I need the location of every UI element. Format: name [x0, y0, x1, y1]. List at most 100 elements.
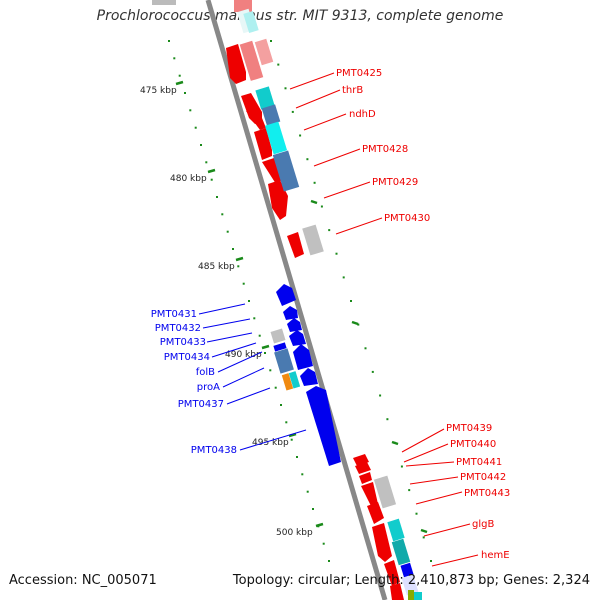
axis-tick-495: 495 kbp — [252, 432, 297, 448]
gene-arrow-reverse — [287, 318, 302, 332]
scale-dot — [253, 317, 256, 320]
axis-tick-480: 480 kbp — [170, 168, 216, 184]
inner-dotted-scale — [168, 40, 330, 562]
forward-leader-lines — [289, 72, 479, 567]
gene-label-forward: glgB — [472, 519, 494, 530]
scale-dot — [301, 473, 304, 476]
scale-dot — [168, 40, 170, 42]
gene-label-reverse: PMT0438 — [191, 445, 237, 456]
scale-dot — [258, 334, 261, 337]
scale-dot — [296, 456, 298, 458]
scale-dot — [221, 213, 224, 216]
gene-box — [400, 562, 414, 578]
scale-dot — [274, 386, 277, 389]
outer-tick — [351, 320, 359, 326]
gene-box — [234, 0, 252, 12]
scale-dot — [232, 248, 234, 250]
scale-dot — [184, 92, 186, 94]
scale-dot — [205, 161, 208, 164]
gene-box — [373, 475, 397, 509]
axis-label-490: 490 kbp — [225, 350, 262, 360]
scale-dot — [357, 323, 360, 326]
gene-label-reverse: PMT0432 — [155, 323, 201, 334]
outer-tick — [391, 440, 399, 446]
scale-dot — [313, 181, 316, 184]
scale-dot — [216, 196, 218, 198]
gene-arrow-forward — [390, 583, 404, 600]
gene-box — [401, 574, 419, 596]
gene-arrow-forward — [226, 44, 246, 84]
scale-dot — [430, 560, 432, 562]
gene-arrow-reverse — [306, 386, 341, 466]
gene-box — [270, 328, 286, 344]
gene-label-reverse: PMT0434 — [164, 352, 210, 363]
scale-dot — [291, 110, 294, 113]
gene-arrow-reverse — [289, 330, 306, 346]
gene-label-forward: ndhD — [349, 109, 376, 120]
scale-dot — [379, 394, 382, 397]
scale-dot — [386, 418, 389, 421]
outer-tick — [310, 199, 318, 205]
scale-dot — [415, 512, 418, 515]
scale-dot — [312, 508, 314, 510]
gene-label-forward: PMT0428 — [362, 144, 408, 155]
gene-label-forward: thrB — [342, 85, 363, 96]
scale-dot — [342, 276, 345, 279]
scale-dot — [237, 265, 240, 268]
gene-box — [274, 348, 294, 374]
axis-tick-490: 490 kbp — [225, 344, 270, 360]
scale-dot — [422, 536, 425, 539]
gene-arrow-forward — [384, 560, 400, 586]
axis-tick-475: 475 kbp — [140, 80, 184, 96]
scale-dot — [284, 87, 287, 90]
scale-dot — [226, 230, 229, 233]
scale-dot — [400, 465, 403, 468]
axis-tick-500: 500 kbp — [276, 522, 324, 538]
gene-label-forward: PMT0429 — [372, 177, 418, 188]
gene-arrow-reverse — [276, 284, 296, 306]
gene-box — [391, 538, 411, 566]
axis-label-485: 485 kbp — [198, 262, 235, 272]
axis-label-475: 475 kbp — [140, 86, 177, 96]
axis-label-480: 480 kbp — [170, 174, 207, 184]
topology-text: Topology: circular; Length: 2,410,873 bp… — [232, 573, 590, 588]
axis-tick-485: 485 kbp — [198, 256, 244, 272]
scale-dot — [299, 134, 302, 137]
gene-arrow-reverse — [293, 344, 313, 370]
gene-label-reverse: proA — [197, 382, 220, 393]
gene-label-forward: PMT0442 — [460, 472, 506, 483]
gene-label-forward: PMT0441 — [456, 457, 502, 468]
gene-box — [408, 590, 414, 600]
scale-dot — [350, 300, 352, 302]
scale-dot — [306, 490, 309, 493]
scale-dot — [280, 404, 282, 406]
gene-arrow-reverse — [283, 306, 298, 320]
gene-label-forward: hemE — [481, 550, 510, 561]
scale-dot — [248, 300, 250, 302]
scale-dot — [371, 370, 374, 373]
scale-dot — [328, 560, 330, 562]
genome-title: Prochlorococcus marinus str. MIT 9313, c… — [96, 8, 504, 24]
gene-label-forward: PMT0425 — [336, 68, 382, 79]
scale-dot — [264, 352, 266, 354]
scale-dot — [189, 109, 192, 112]
scale-dot — [328, 229, 331, 232]
outer-dotted-scale — [270, 40, 432, 562]
gene-arrow-forward — [372, 523, 392, 562]
gene-arrow-forward — [359, 472, 372, 484]
gene-arrow-forward — [246, 108, 266, 130]
gene-label-reverse: PMT0433 — [160, 337, 206, 348]
scale-dot — [210, 178, 213, 181]
scale-dot — [194, 126, 197, 129]
scale-dot — [285, 421, 288, 424]
scale-dot — [320, 205, 323, 208]
gene-box — [302, 224, 324, 256]
scale-dot — [173, 57, 176, 60]
gene-box — [255, 86, 275, 110]
gene-label-forward: PMT0440 — [450, 439, 496, 450]
genome-backbone — [205, 0, 388, 600]
outer-tick — [420, 528, 428, 534]
gene-box — [254, 38, 274, 66]
scale-dot — [242, 282, 245, 285]
